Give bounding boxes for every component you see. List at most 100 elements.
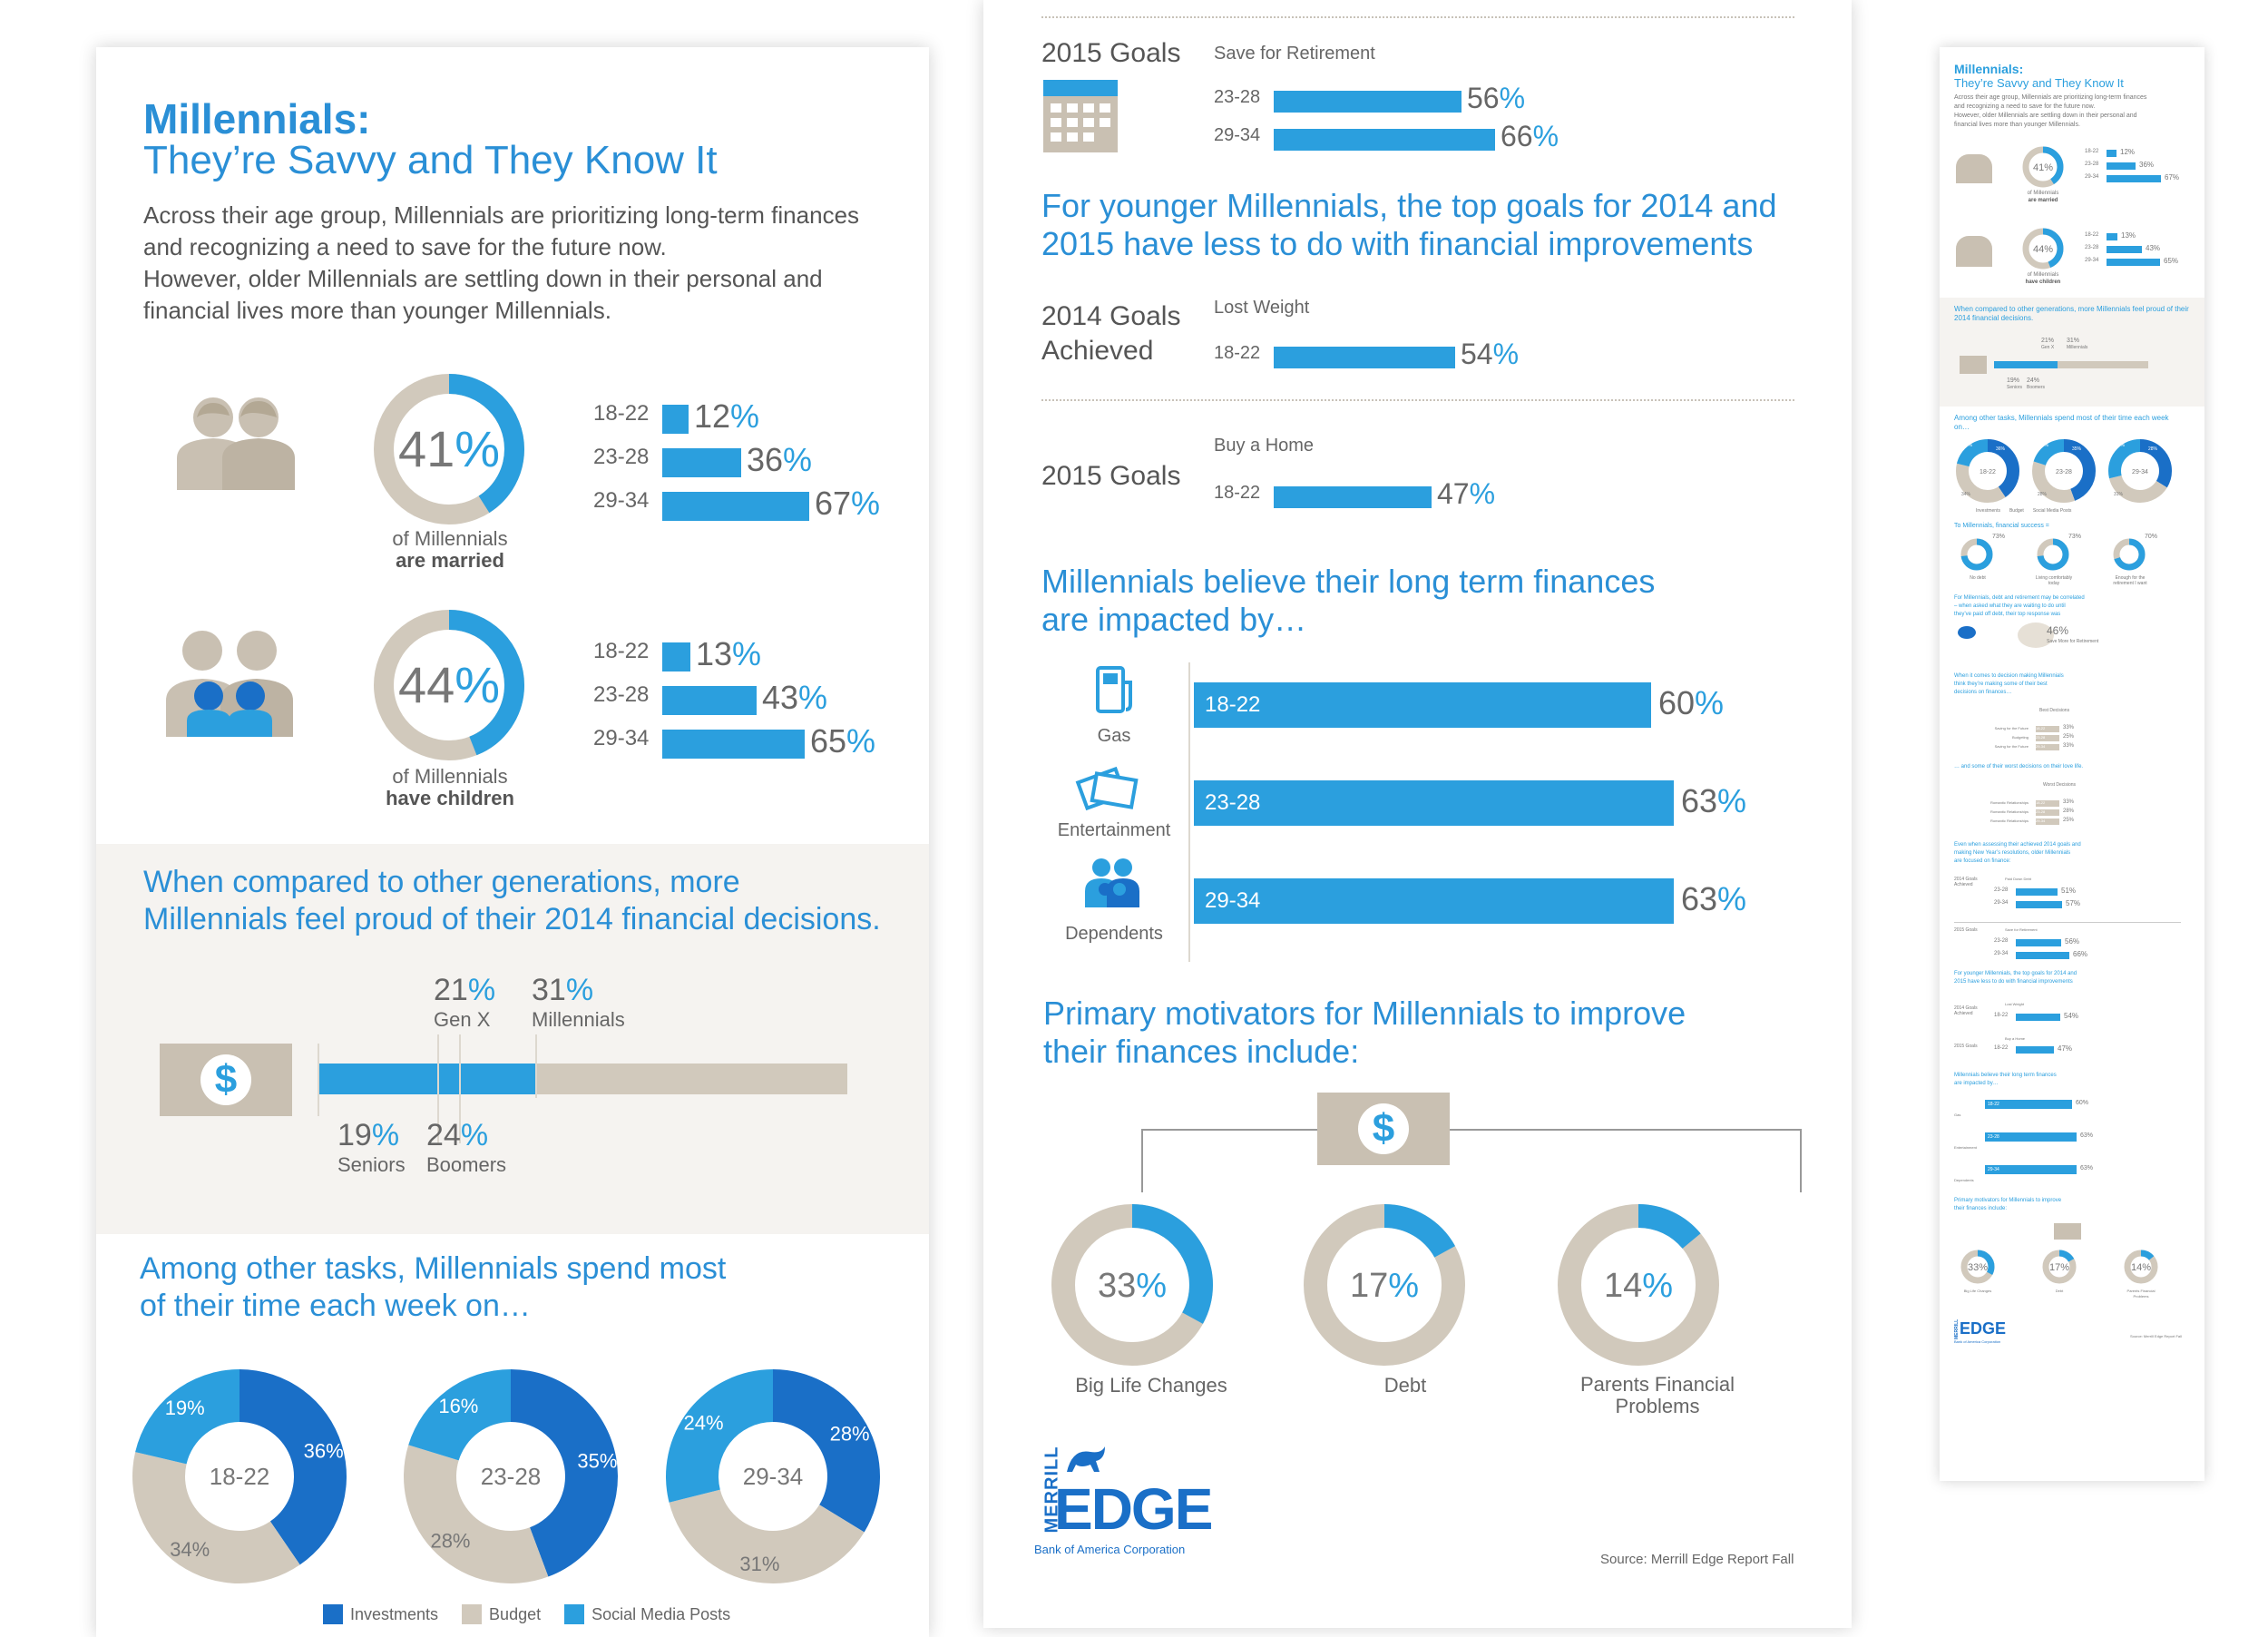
thumb-worst-intro: … and some of their worst decisions on t…	[1954, 764, 2084, 769]
thumb-l: Saving for the Future	[1994, 726, 2028, 730]
goals2015a-label: 2015 Goals	[1041, 38, 1181, 68]
thumb-debt: they’ve paid off debt, their top respons…	[1954, 612, 2061, 617]
thumb-v: 19%	[1963, 443, 1973, 448]
time-segment-label: 24%	[683, 1411, 723, 1434]
motivator-donuts: 33% 17% 14%	[1051, 1204, 1719, 1366]
thumb-cap: have children	[2025, 279, 2061, 285]
time-donut-center: 23-28	[481, 1463, 542, 1490]
thumb-legend: Investments Budget Social Media Posts	[1976, 508, 2072, 514]
thumb-intro: financial lives more than younger Millen…	[1954, 122, 2080, 128]
thumb-val: 43%	[2146, 244, 2161, 252]
thumb-l: 2015 Goals	[1954, 1044, 1978, 1049]
age-label: 29-34	[1214, 125, 1261, 145]
thumb-success-heading: To Millennials, financial success =	[1954, 523, 2049, 529]
thumb-l: Living comfortably	[2035, 575, 2073, 581]
thumb-age: 18-22	[2085, 232, 2099, 238]
thumb-cap: of Millennials	[2027, 272, 2059, 278]
thumb-l: Worst Decisions	[2043, 782, 2077, 788]
bar-value: 12%	[694, 397, 760, 435]
thumb-bar	[2107, 259, 2160, 266]
thumb-v: 28%	[2038, 492, 2048, 497]
thumb-val: 57%	[2066, 899, 2081, 907]
thumb-l: Lost Weight	[2005, 1002, 2025, 1006]
thumb-l: Problems	[2133, 1294, 2149, 1299]
thumb-bar: 29-34	[2036, 818, 2059, 825]
thumb-age: 29-34	[2085, 174, 2099, 180]
left-panel: Millennials: They’re Savvy and They Know…	[96, 47, 929, 1637]
thumb-age: 29-34	[2085, 258, 2099, 263]
thumb-v: 33%	[2063, 743, 2075, 749]
thumb-v: Gen X	[2041, 345, 2055, 350]
thumb-bar: 18-22	[2036, 726, 2059, 732]
thumb-bar: 18-22	[1985, 1100, 2072, 1109]
thumb-v: 31%	[2067, 338, 2080, 344]
thumb-l: Save for Retirement	[2005, 927, 2038, 932]
time-segment-label: 28%	[830, 1423, 870, 1446]
thumb-couple-icon	[1956, 154, 1992, 183]
thumb-val: 65%	[2164, 257, 2179, 265]
dependents-icon	[1085, 858, 1139, 907]
age-label: 23-28	[593, 445, 650, 469]
married-percent: 41%	[397, 420, 501, 477]
time-segment-social	[135, 1369, 240, 1465]
motivator-arc	[1051, 1204, 1213, 1366]
motivator-arc	[1558, 1204, 1719, 1366]
thumb-l: Dependents	[1954, 1178, 1974, 1182]
thumb-assess: are focused on finance:	[1954, 858, 2011, 864]
time-segment-budget	[404, 1445, 549, 1583]
thumb-v: 63%	[2080, 1165, 2094, 1171]
thumb-age: 29-34	[1994, 951, 2009, 956]
thumb-l: No debt	[1970, 575, 1986, 581]
motivator-debt-label: Debt	[1383, 1374, 1427, 1397]
bar-value: 36%	[747, 441, 813, 478]
family-icon	[166, 631, 293, 737]
thumb-val: 51%	[2061, 887, 2077, 895]
goals2015a-subtitle: Save for Retirement	[1214, 44, 1375, 64]
thumb-v: Boomers	[2027, 385, 2046, 390]
thumb-v: 63%	[2080, 1132, 2094, 1139]
time-segment-label: 36%	[304, 1439, 344, 1462]
thumb-decisions: decisions on finances…	[1954, 690, 2012, 695]
goals2015b-label: 2015 Goals	[1041, 461, 1181, 491]
time-segment-label: 28%	[430, 1530, 470, 1553]
thumb-time-heading: Among other tasks, Millennials spend mos…	[1954, 414, 2169, 431]
thumb-v: 33%	[2063, 725, 2075, 730]
thumb-dollar-icon	[1960, 356, 1987, 374]
thumb-bar	[2107, 175, 2161, 182]
thumb-val: 54%	[2064, 1012, 2079, 1020]
proud-heading: When compared to other generations, more…	[143, 865, 881, 936]
thumb-piggy-bank	[2018, 622, 2054, 648]
thumb-time-donut: 23-28	[2032, 439, 2096, 503]
thumb-v: 73%	[1992, 534, 2006, 540]
thumb-cap: are married	[2028, 198, 2058, 203]
thumb-debt: – when asked what they are waiting to do…	[1954, 603, 2066, 609]
thumb-v: Millennials	[2067, 345, 2088, 350]
thumb-intro: and recognizing a need to save for the f…	[1954, 103, 2096, 110]
impact-heading: Millennials believe their long term fina…	[1041, 563, 1656, 638]
thumb-v: 24%	[2116, 443, 2126, 448]
thumb-v: 73%	[2068, 534, 2082, 540]
thumb-v: 36%	[1996, 446, 2006, 452]
impact-value: 60%	[1658, 684, 1725, 721]
age-label: 23-28	[593, 682, 650, 707]
impact-bar: 18-22	[1194, 682, 1651, 728]
thumb-val: 13%	[2121, 231, 2136, 240]
thumb-l: Romantic Relationships	[1989, 818, 2028, 823]
thumb-l: Big Life Changes	[1963, 1289, 1992, 1293]
thumb-intro: However, older Millennials are settling …	[1954, 113, 2137, 119]
thumb-donut	[2037, 538, 2069, 571]
thumb-v: 28%	[2148, 446, 2158, 452]
bar-value: 47%	[1437, 477, 1496, 510]
thumb-val: 12%	[2120, 148, 2136, 156]
thumb-bar	[2016, 901, 2062, 908]
time-donuts: 36% 34% 19% 18-22 35% 28% 16% 23-28 28% 31% 24% 29-…	[132, 1369, 881, 1583]
goals2014-label: 2014 Goals Achieved	[1041, 301, 1181, 366]
thumb-l: Best Decisions	[2039, 708, 2070, 713]
thumb-val: 67%	[2165, 173, 2180, 181]
svg-text:17%: 17%	[2049, 1262, 2069, 1273]
thumb-l: Buy a Home	[2005, 1036, 2026, 1041]
thumb-family-icon	[1956, 236, 1992, 267]
motivator-parents-label: Parents Financial Problems	[1580, 1373, 1735, 1417]
age-label: 18-22	[1214, 343, 1261, 363]
bar	[1274, 129, 1495, 151]
